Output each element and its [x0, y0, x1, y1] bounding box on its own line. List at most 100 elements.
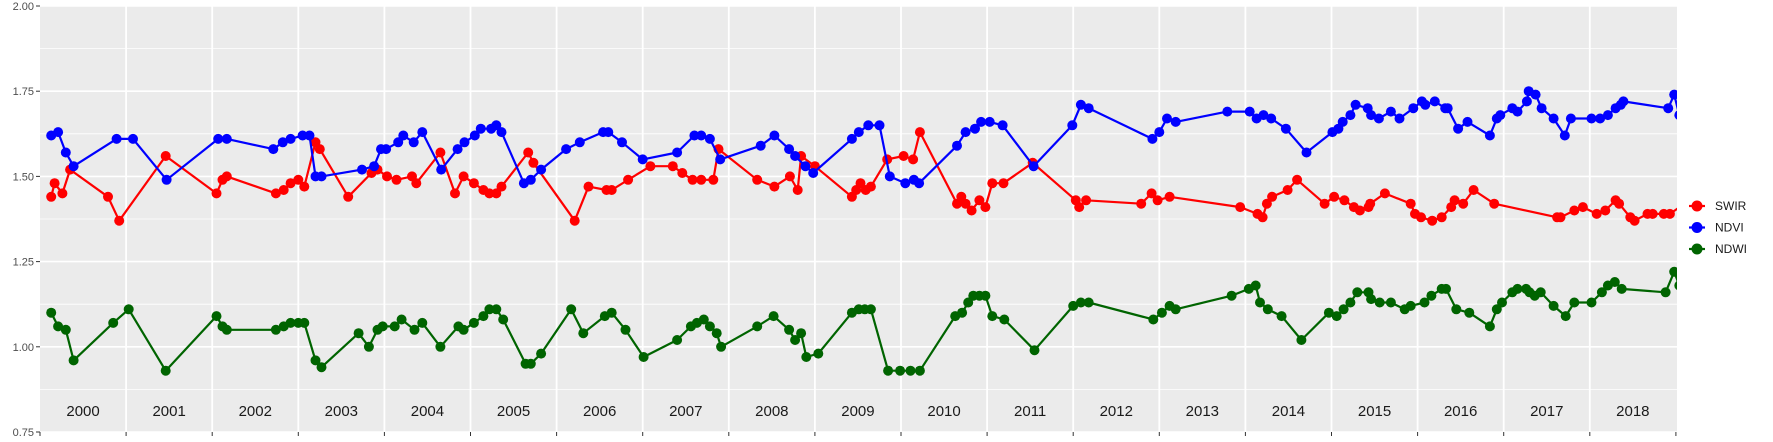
data-point-ndwi — [1560, 311, 1571, 322]
data-point-ndwi — [987, 311, 998, 322]
data-point-ndvi — [1408, 103, 1419, 114]
data-point-swir — [1700, 216, 1710, 226]
data-point-ndwi — [865, 304, 876, 315]
year-label: 2008 — [755, 403, 788, 420]
data-point-ndwi — [1586, 297, 1597, 308]
year-label: 2018 — [1616, 403, 1649, 420]
data-point-ndwi — [377, 321, 388, 332]
data-point-ndvi — [1067, 120, 1078, 131]
data-point-swir — [1680, 199, 1690, 209]
year-label: 2013 — [1186, 403, 1219, 420]
data-point-swir — [914, 127, 925, 138]
data-point-ndwi — [396, 314, 407, 325]
data-point-ndwi — [801, 352, 812, 362]
data-point-swir — [1489, 198, 1500, 209]
data-point-ndwi — [270, 324, 281, 335]
data-point-ndwi — [1148, 314, 1159, 325]
data-point-swir — [1292, 174, 1303, 185]
data-point-swir — [1261, 198, 1272, 209]
data-point-ndwi — [784, 324, 795, 335]
data-point-swir — [160, 151, 171, 161]
data-point-ndwi — [1616, 283, 1627, 294]
data-point-ndvi — [1222, 106, 1233, 117]
data-point-ndwi — [1255, 297, 1265, 308]
data-point-ndwi — [1323, 307, 1334, 318]
data-point-ndvi — [1075, 99, 1086, 110]
data-point-ndwi — [711, 328, 722, 339]
data-point-ndvi — [1669, 89, 1677, 100]
data-point-ndvi — [1602, 110, 1613, 121]
year-label: 2002 — [239, 403, 272, 420]
data-point-ndwi — [1029, 345, 1040, 356]
data-point-swir — [687, 174, 698, 185]
data-point-swir — [769, 181, 780, 192]
data-point-ndwi — [46, 307, 57, 318]
data-point-ndvi — [369, 161, 380, 172]
data-point-swir — [484, 188, 495, 199]
data-point-swir — [667, 161, 678, 172]
data-point-ndwi — [53, 321, 64, 332]
data-point-ndwi — [914, 365, 925, 376]
data-point-ndvi — [704, 133, 715, 144]
data-point-swir — [645, 161, 656, 172]
data-point-ndvi — [1663, 103, 1674, 114]
data-point-ndvi — [469, 130, 480, 141]
data-point-swir — [1354, 205, 1365, 216]
data-point-ndwi — [813, 348, 824, 359]
data-point-swir — [450, 188, 460, 199]
data-point-ndwi — [160, 365, 171, 376]
data-point-ndvi — [1442, 103, 1453, 114]
data-point-ndvi — [436, 164, 447, 175]
data-point-swir — [1136, 198, 1147, 209]
year-label: 2009 — [841, 403, 874, 420]
data-point-ndvi — [997, 120, 1008, 131]
data-point-ndvi — [914, 178, 925, 189]
data-point-ndvi — [459, 137, 470, 148]
data-point-swir — [468, 178, 479, 189]
data-point-swir — [270, 188, 281, 199]
data-point-ndwi — [498, 314, 509, 325]
legend-label-ndwi: NDWI — [1715, 242, 1747, 256]
data-point-swir — [1235, 202, 1246, 213]
year-label: 2000 — [66, 403, 99, 420]
data-point-ndvi — [561, 144, 572, 155]
data-point-swir — [1458, 198, 1469, 209]
data-point-swir — [1569, 205, 1580, 216]
data-point-swir — [1555, 212, 1566, 223]
data-point-swir — [1282, 185, 1293, 195]
data-point-ndvi — [1373, 113, 1384, 124]
data-point-ndwi — [1669, 266, 1677, 277]
data-point-ndwi — [566, 304, 577, 315]
data-point-swir — [1365, 198, 1376, 209]
year-label: 2016 — [1444, 403, 1477, 420]
data-point-ndvi — [1420, 99, 1431, 110]
data-point-ndwi — [409, 324, 420, 335]
year-label: 2006 — [583, 403, 616, 420]
data-point-swir — [865, 181, 876, 192]
data-point-ndvi — [475, 123, 486, 134]
data-point-swir — [1468, 185, 1479, 195]
data-point-ndvi — [1366, 110, 1377, 121]
data-point-ndvi — [696, 130, 707, 141]
data-point-swir — [1600, 205, 1611, 216]
data-point-swir — [1081, 195, 1092, 206]
data-point-swir — [314, 144, 325, 155]
y-tick-label: 1.25 — [13, 257, 34, 269]
data-point-ndwi — [1374, 297, 1385, 308]
legend-key-point-ndvi — [1691, 222, 1703, 233]
data-point-ndwi — [606, 307, 617, 318]
data-point-ndvi — [1484, 130, 1495, 141]
data-point-ndwi — [316, 362, 327, 373]
data-point-ndvi — [1565, 113, 1576, 124]
data-point-swir — [435, 147, 446, 158]
data-point-swir — [299, 181, 310, 192]
data-point-ndvi — [863, 120, 874, 131]
data-point-ndvi — [1337, 116, 1348, 127]
data-point-ndvi — [874, 120, 885, 131]
data-point-ndwi — [1680, 287, 1690, 297]
data-point-ndwi — [458, 324, 469, 335]
year-label: 2004 — [411, 403, 444, 420]
data-point-ndwi — [468, 317, 479, 328]
data-point-swir — [382, 171, 392, 182]
data-point-ndwi — [1426, 290, 1437, 301]
